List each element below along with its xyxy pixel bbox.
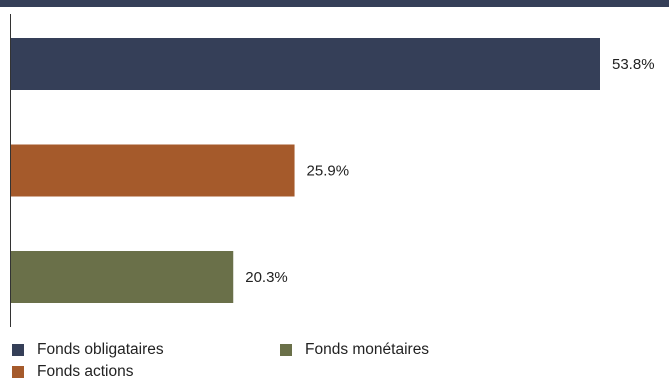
bar-chart: 53.8% 25.9% 20.3% [10,14,655,327]
bar-fonds-monetaires [11,251,234,303]
legend-item-fonds-actions: Fonds actions [12,363,280,380]
legend: Fonds obligataires Fonds monétaires Fond… [12,341,572,380]
value-labels-group: 53.8% 25.9% 20.3% [245,56,654,286]
legend-swatch-fonds-obligataires [12,344,24,356]
legend-label: Fonds obligataires [37,341,164,358]
legend-label: Fonds monétaires [305,341,430,358]
bar-fonds-obligataires [11,38,600,90]
legend-label: Fonds actions [37,363,134,380]
value-label-fonds-actions: 25.9% [307,163,350,180]
bars-group [11,38,600,303]
legend-swatch-fonds-monetaires [280,344,292,356]
value-label-fonds-monetaires: 20.3% [245,269,288,286]
legend-item-fonds-obligataires: Fonds obligataires [12,341,280,358]
header-bar [0,0,669,7]
value-label-fonds-obligataires: 53.8% [612,56,655,73]
legend-item-fonds-monetaires: Fonds monétaires [280,341,548,358]
legend-swatch-fonds-actions [12,366,24,378]
bar-fonds-actions [11,144,295,197]
